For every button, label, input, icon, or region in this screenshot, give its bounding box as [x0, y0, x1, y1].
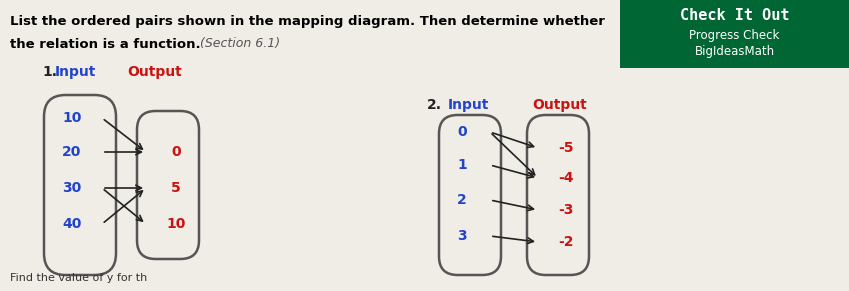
Text: (Section 6.1): (Section 6.1) — [200, 38, 280, 51]
Text: Input: Input — [54, 65, 96, 79]
Text: List the ordered pairs shown in the mapping diagram. Then determine whether: List the ordered pairs shown in the mapp… — [10, 15, 604, 29]
Text: Check It Out: Check It Out — [680, 8, 790, 24]
Text: 2: 2 — [457, 193, 467, 207]
Text: -3: -3 — [559, 203, 574, 217]
Text: -2: -2 — [559, 235, 574, 249]
Text: the relation is a function.: the relation is a function. — [10, 38, 200, 51]
Text: Input: Input — [447, 98, 489, 112]
Text: 0: 0 — [171, 145, 181, 159]
Text: 20: 20 — [62, 145, 82, 159]
Text: 10: 10 — [62, 111, 82, 125]
Text: Output: Output — [127, 65, 183, 79]
Text: 3: 3 — [458, 229, 467, 243]
FancyBboxPatch shape — [620, 0, 849, 68]
Text: 30: 30 — [62, 181, 82, 195]
Text: 40: 40 — [62, 217, 82, 231]
Text: -4: -4 — [559, 171, 574, 185]
Text: 1.: 1. — [42, 65, 57, 79]
Text: Find the value of y for th: Find the value of y for th — [10, 273, 147, 283]
Text: BigIdeasMath: BigIdeasMath — [694, 45, 774, 58]
Text: 0: 0 — [458, 125, 467, 139]
Text: Progress Check: Progress Check — [689, 29, 779, 42]
Text: 10: 10 — [166, 217, 186, 231]
Text: -5: -5 — [559, 141, 574, 155]
Text: 5: 5 — [171, 181, 181, 195]
Text: Output: Output — [532, 98, 588, 112]
Text: 2.: 2. — [427, 98, 442, 112]
Text: 1: 1 — [457, 158, 467, 172]
